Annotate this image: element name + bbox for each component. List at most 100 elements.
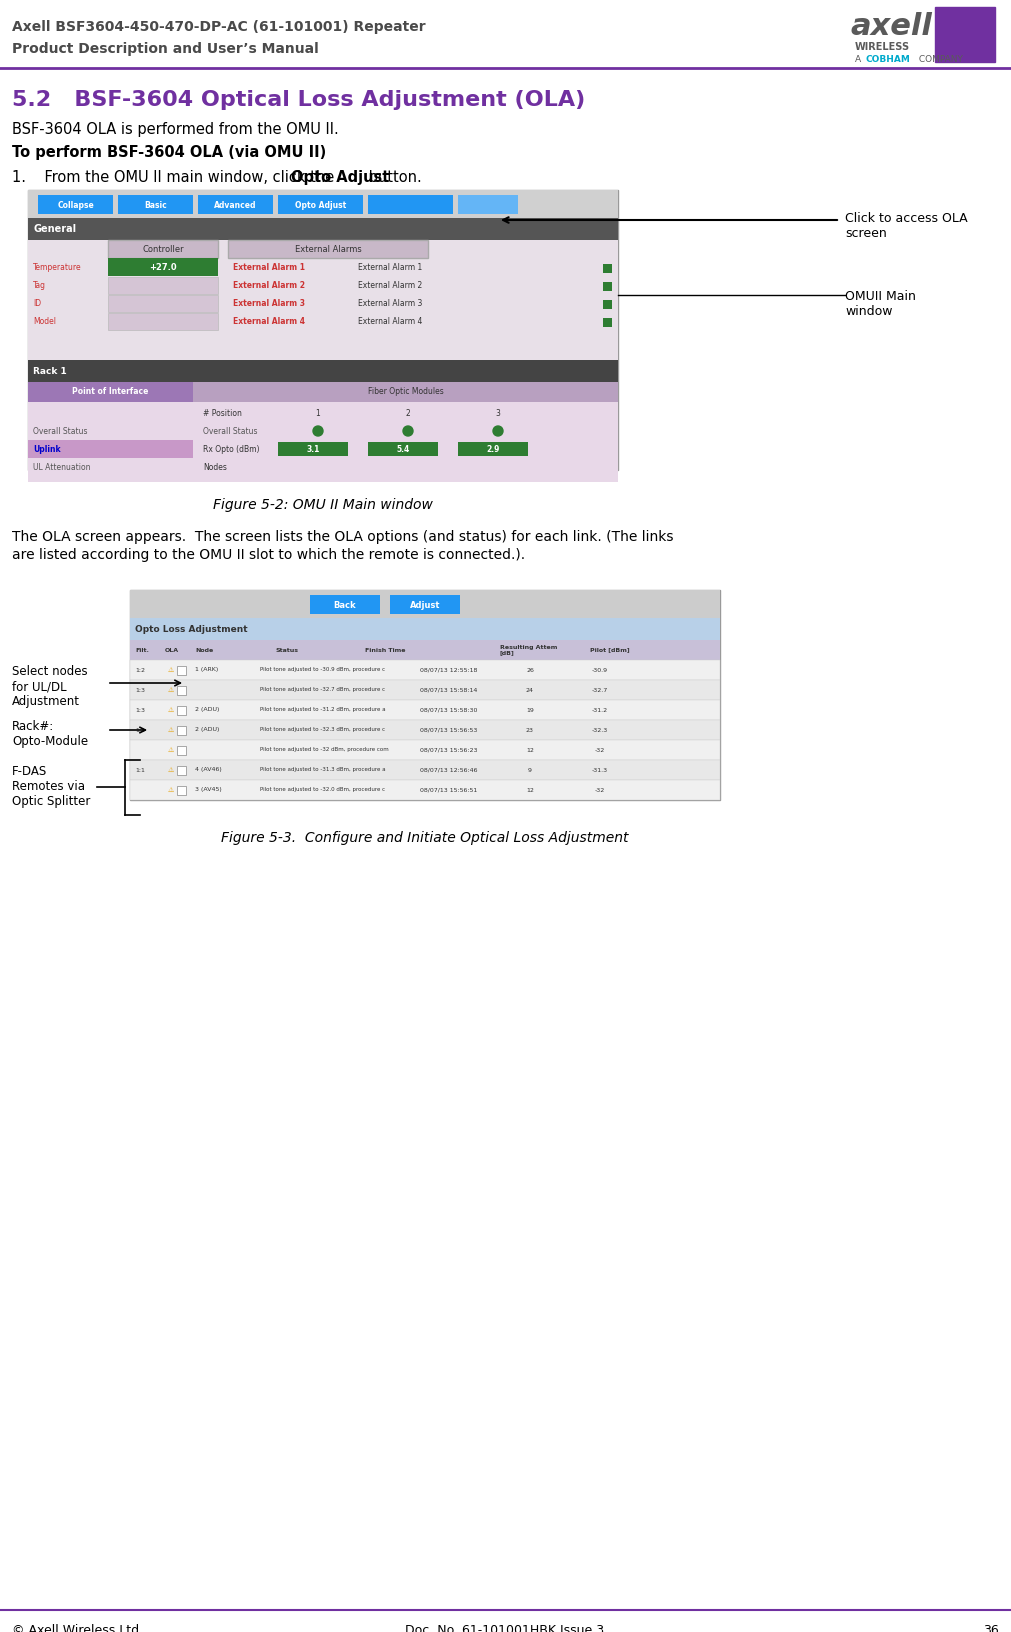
Text: 1:1: 1:1 [135, 728, 145, 733]
Bar [177, 765, 186, 775]
Text: Pilot tone adjusted to -31.2 dBm, procedure a: Pilot tone adjusted to -31.2 dBm, proced… [260, 708, 385, 713]
Text: 1:3: 1:3 [135, 687, 145, 692]
Bar [603, 282, 612, 290]
Bar [458, 194, 518, 214]
Text: -32.3: -32.3 [591, 728, 609, 733]
Bar [130, 591, 720, 619]
Bar [28, 219, 618, 240]
Text: ⚠: ⚠ [168, 707, 174, 713]
Bar [130, 659, 720, 681]
Text: Doc. No. 61-101001HBK Issue 3: Doc. No. 61-101001HBK Issue 3 [405, 1624, 605, 1632]
Text: A: A [855, 55, 864, 64]
Text: Figure 5-3.  Configure and Initiate Optical Loss Adjustment: Figure 5-3. Configure and Initiate Optic… [221, 831, 629, 845]
Bar [177, 726, 186, 734]
Text: 08/07/13 15:58:14: 08/07/13 15:58:14 [420, 687, 477, 692]
Text: 19: 19 [526, 708, 534, 713]
Circle shape [313, 426, 323, 436]
Text: F-DAS: F-DAS [12, 765, 48, 778]
Text: 2 (ADU): 2 (ADU) [195, 708, 219, 713]
Text: Remotes via: Remotes via [12, 780, 85, 793]
Text: External Alarm 1: External Alarm 1 [358, 263, 423, 271]
Bar [940, 51, 990, 59]
Text: Adjust: Adjust [409, 601, 440, 609]
Text: 3.1: 3.1 [306, 444, 319, 454]
Bar [130, 780, 720, 800]
Text: COBHAM: COBHAM [866, 55, 911, 64]
Text: Basic: Basic [145, 201, 167, 209]
Text: Collapse: Collapse [58, 201, 94, 209]
Bar [603, 318, 612, 326]
Text: External Alarm 3: External Alarm 3 [233, 299, 305, 307]
Bar [118, 194, 193, 214]
Text: 23: 23 [526, 728, 534, 733]
Text: 1: 1 [315, 408, 320, 418]
Text: The OLA screen appears.  The screen lists the OLA options (and status) for each : The OLA screen appears. The screen lists… [12, 530, 673, 543]
Text: axell: axell [850, 11, 932, 41]
Bar [130, 720, 720, 739]
Text: for UL/DL: for UL/DL [12, 681, 67, 694]
Bar [108, 258, 218, 276]
Bar [130, 739, 720, 761]
Text: ⚠: ⚠ [168, 787, 174, 793]
Text: Node: Node [195, 648, 213, 653]
Bar [603, 300, 612, 308]
Text: External Alarm 4: External Alarm 4 [233, 317, 305, 325]
Text: COMPANY: COMPANY [916, 55, 962, 64]
Text: 24: 24 [526, 687, 534, 692]
Text: ⚠: ⚠ [168, 726, 174, 733]
Bar [28, 361, 618, 382]
Text: Pilot tone adjusted to -32.7 dBm, procedure c: Pilot tone adjusted to -32.7 dBm, proced… [260, 687, 385, 692]
Text: -31.3: -31.3 [591, 767, 608, 772]
Text: Overall Status: Overall Status [203, 426, 258, 436]
Text: Pilot tone adjusted to -30.9 dBm, procedure c: Pilot tone adjusted to -30.9 dBm, proced… [260, 667, 385, 672]
Text: Select nodes: Select nodes [12, 664, 88, 677]
Text: WIRELESS: WIRELESS [855, 42, 910, 52]
Bar [130, 700, 720, 720]
Circle shape [493, 426, 503, 436]
Text: Nodes: Nodes [203, 462, 226, 472]
Text: 1:3: 1:3 [135, 708, 145, 713]
Bar [368, 194, 453, 214]
Text: button.: button. [364, 170, 422, 184]
Text: Temperature: Temperature [33, 263, 82, 271]
Bar [198, 194, 273, 214]
Text: window: window [845, 305, 893, 318]
Text: 36: 36 [984, 1624, 999, 1632]
Text: 08/07/13 12:55:18: 08/07/13 12:55:18 [420, 667, 477, 672]
Circle shape [403, 426, 413, 436]
Text: ID: ID [33, 299, 41, 307]
Text: 2: 2 [405, 408, 410, 418]
Text: 08/07/13 15:56:53: 08/07/13 15:56:53 [420, 728, 477, 733]
Bar [108, 277, 218, 294]
Text: External Alarms: External Alarms [294, 245, 361, 253]
Text: Pilot [dBm]: Pilot [dBm] [590, 648, 630, 653]
Text: Point of Interface: Point of Interface [72, 387, 149, 397]
Text: 08/07/13 15:56:23: 08/07/13 15:56:23 [420, 747, 477, 752]
Text: External Alarm 2: External Alarm 2 [358, 281, 423, 289]
Text: Figure 5-2: OMU II Main window: Figure 5-2: OMU II Main window [213, 498, 433, 512]
Text: 3: 3 [495, 408, 500, 418]
Bar [177, 707, 186, 715]
Text: To perform BSF-3604 OLA (via OMU II): To perform BSF-3604 OLA (via OMU II) [12, 145, 327, 160]
Text: 1:1: 1:1 [135, 767, 145, 772]
Text: Optic Splitter: Optic Splitter [12, 795, 90, 808]
Bar [28, 382, 618, 481]
Text: External Alarm 1: External Alarm 1 [233, 263, 305, 271]
Text: ⚠: ⚠ [168, 667, 174, 672]
Text: Uplink: Uplink [33, 444, 61, 454]
Text: Advanced: Advanced [214, 201, 257, 209]
Bar [310, 596, 380, 614]
Bar [130, 640, 720, 659]
Text: Filt.: Filt. [135, 648, 149, 653]
Text: 3 (AV45): 3 (AV45) [195, 788, 221, 793]
Bar [108, 295, 218, 312]
Text: Rx Opto (dBm): Rx Opto (dBm) [203, 444, 260, 454]
Bar [130, 591, 720, 800]
Text: Resulting Attem
[dB]: Resulting Attem [dB] [500, 645, 557, 656]
Bar [935, 7, 995, 62]
Text: 12: 12 [526, 788, 534, 793]
Text: screen: screen [845, 227, 887, 240]
Text: 08/07/13 15:56:51: 08/07/13 15:56:51 [420, 788, 477, 793]
Text: Controller: Controller [143, 245, 184, 253]
Text: Fiber Optic Modules: Fiber Optic Modules [368, 387, 444, 397]
